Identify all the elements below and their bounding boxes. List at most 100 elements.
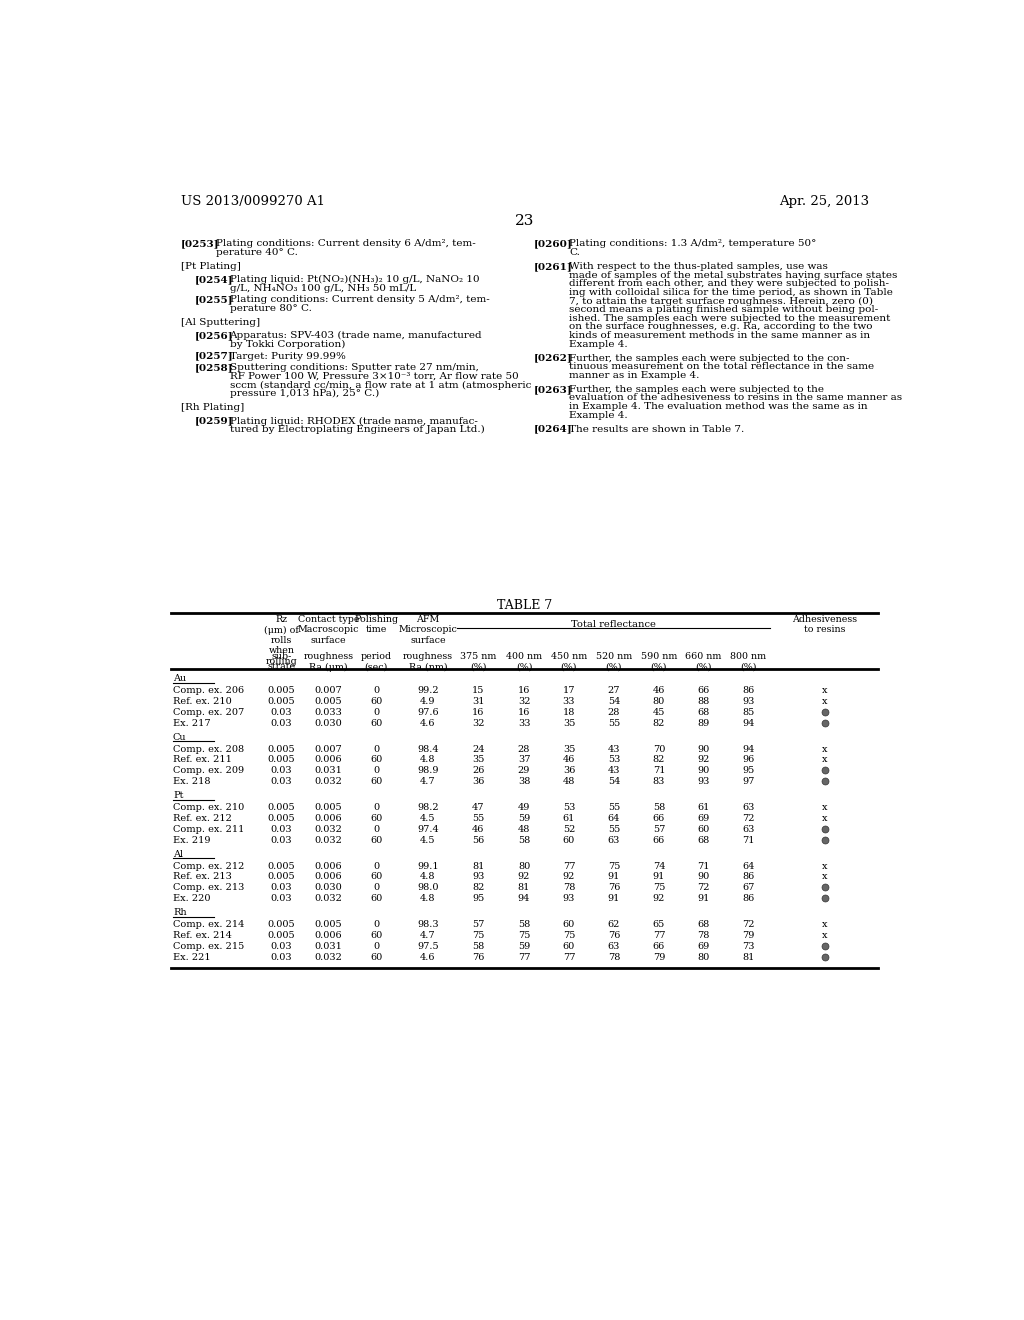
Text: 71: 71	[742, 836, 755, 845]
Text: 60: 60	[371, 755, 383, 764]
Text: 75: 75	[472, 931, 484, 940]
Text: 35: 35	[472, 755, 484, 764]
Text: Al: Al	[173, 850, 183, 859]
Text: x: x	[822, 755, 827, 764]
Text: 76: 76	[607, 931, 621, 940]
Text: Further, the samples each were subjected to the: Further, the samples each were subjected…	[569, 385, 824, 393]
Text: 94: 94	[518, 895, 530, 903]
Text: Comp. ex. 208: Comp. ex. 208	[173, 744, 244, 754]
Text: [Rh Plating]: [Rh Plating]	[180, 404, 244, 412]
Text: TABLE 7: TABLE 7	[498, 599, 552, 612]
Text: 57: 57	[472, 920, 484, 929]
Text: 0.006: 0.006	[314, 814, 342, 822]
Text: 0.005: 0.005	[267, 931, 295, 940]
Text: 375 nm
(%): 375 nm (%)	[460, 652, 497, 672]
Text: 0.007: 0.007	[314, 686, 342, 696]
Text: 660 nm
(%): 660 nm (%)	[685, 652, 722, 672]
Text: [Pt Plating]: [Pt Plating]	[180, 261, 241, 271]
Text: Further, the samples each were subjected to the con-: Further, the samples each were subjected…	[569, 354, 850, 363]
Text: 27: 27	[607, 686, 621, 696]
Text: Ref. ex. 210: Ref. ex. 210	[173, 697, 231, 706]
Text: perature 40° C.: perature 40° C.	[216, 248, 297, 257]
Text: perature 80° C.: perature 80° C.	[229, 304, 311, 313]
Text: 58: 58	[518, 920, 530, 929]
Text: 66: 66	[652, 814, 665, 822]
Text: 57: 57	[652, 825, 665, 834]
Text: evaluation of the adhesiveness to resins in the same manner as: evaluation of the adhesiveness to resins…	[569, 393, 902, 403]
Text: 70: 70	[652, 744, 665, 754]
Text: 0.005: 0.005	[314, 697, 342, 706]
Text: 58: 58	[518, 836, 530, 845]
Text: 4.8: 4.8	[420, 755, 435, 764]
Text: 97: 97	[742, 777, 755, 787]
Text: sccm (standard cc/min, a flow rate at 1 atm (atmospheric: sccm (standard cc/min, a flow rate at 1 …	[229, 380, 530, 389]
Text: 69: 69	[697, 814, 710, 822]
Text: Polishing
time: Polishing time	[354, 615, 398, 635]
Text: Plating liquid: RHODEX (trade name, manufac-: Plating liquid: RHODEX (trade name, manu…	[229, 417, 477, 425]
Text: Plating conditions: Current density 6 A/dm², tem-: Plating conditions: Current density 6 A/…	[216, 239, 475, 248]
Text: 98.4: 98.4	[417, 744, 438, 754]
Text: Comp. ex. 209: Comp. ex. 209	[173, 767, 244, 775]
Text: Comp. ex. 206: Comp. ex. 206	[173, 686, 244, 696]
Text: Ex. 217: Ex. 217	[173, 719, 211, 727]
Text: 58: 58	[652, 803, 665, 812]
Text: 93: 93	[563, 895, 575, 903]
Text: 47: 47	[472, 803, 484, 812]
Text: period
(sec): period (sec)	[360, 652, 392, 672]
Text: x: x	[822, 862, 827, 871]
Text: 86: 86	[742, 895, 755, 903]
Text: [0264]: [0264]	[535, 425, 572, 434]
Text: 98.3: 98.3	[417, 920, 438, 929]
Text: Rz
(μm) of
rolls
when
rolling: Rz (μm) of rolls when rolling	[264, 615, 299, 665]
Text: [0259]: [0259]	[195, 417, 233, 425]
Text: 63: 63	[607, 836, 621, 845]
Text: RF Power 100 W, Pressure 3×10⁻³ torr, Ar flow rate 50: RF Power 100 W, Pressure 3×10⁻³ torr, Ar…	[229, 372, 518, 381]
Text: [0256]: [0256]	[195, 331, 233, 341]
Text: Ex. 221: Ex. 221	[173, 953, 211, 962]
Text: 81: 81	[472, 862, 484, 871]
Text: C.: C.	[569, 248, 580, 257]
Text: x: x	[822, 686, 827, 696]
Text: 97.4: 97.4	[417, 825, 439, 834]
Text: Au: Au	[173, 675, 186, 684]
Text: Apparatus: SPV-403 (trade name, manufactured: Apparatus: SPV-403 (trade name, manufact…	[229, 331, 482, 341]
Text: 68: 68	[697, 920, 710, 929]
Text: 800 nm
(%): 800 nm (%)	[730, 652, 766, 672]
Text: 46: 46	[563, 755, 575, 764]
Text: 93: 93	[697, 777, 710, 787]
Text: 94: 94	[742, 744, 755, 754]
Text: 62: 62	[607, 920, 621, 929]
Text: second means a plating finished sample without being pol-: second means a plating finished sample w…	[569, 305, 879, 314]
Text: by Tokki Corporation): by Tokki Corporation)	[229, 341, 345, 348]
Text: 75: 75	[652, 883, 665, 892]
Text: 55: 55	[608, 803, 621, 812]
Text: Ref. ex. 211: Ref. ex. 211	[173, 755, 231, 764]
Text: Comp. ex. 214: Comp. ex. 214	[173, 920, 245, 929]
Text: 88: 88	[697, 697, 710, 706]
Text: 37: 37	[518, 755, 530, 764]
Text: 78: 78	[563, 883, 575, 892]
Text: The results are shown in Table 7.: The results are shown in Table 7.	[569, 425, 744, 434]
Text: AFM
Microscopic
surface: AFM Microscopic surface	[398, 615, 458, 644]
Text: 0.03: 0.03	[270, 767, 292, 775]
Text: 60: 60	[371, 873, 383, 882]
Text: 97.5: 97.5	[417, 942, 438, 950]
Text: 26: 26	[472, 767, 484, 775]
Text: 0.030: 0.030	[314, 719, 342, 727]
Text: 77: 77	[563, 953, 575, 962]
Text: kinds of measurement methods in the same manner as in: kinds of measurement methods in the same…	[569, 331, 870, 339]
Text: 450 nm
(%): 450 nm (%)	[551, 652, 587, 672]
Text: x: x	[822, 744, 827, 754]
Text: 0.032: 0.032	[314, 777, 342, 787]
Text: 91: 91	[697, 895, 710, 903]
Text: 0.031: 0.031	[314, 942, 342, 950]
Text: 61: 61	[697, 803, 710, 812]
Text: 66: 66	[652, 942, 665, 950]
Text: [0253]: [0253]	[180, 239, 219, 248]
Text: 82: 82	[652, 755, 665, 764]
Text: manner as in Example 4.: manner as in Example 4.	[569, 371, 699, 380]
Text: 0.005: 0.005	[267, 920, 295, 929]
Text: Comp. ex. 207: Comp. ex. 207	[173, 708, 244, 717]
Text: Plating conditions: 1.3 A/dm², temperature 50°: Plating conditions: 1.3 A/dm², temperatu…	[569, 239, 816, 248]
Text: on the surface roughnesses, e.g. Ra, according to the two: on the surface roughnesses, e.g. Ra, acc…	[569, 322, 872, 331]
